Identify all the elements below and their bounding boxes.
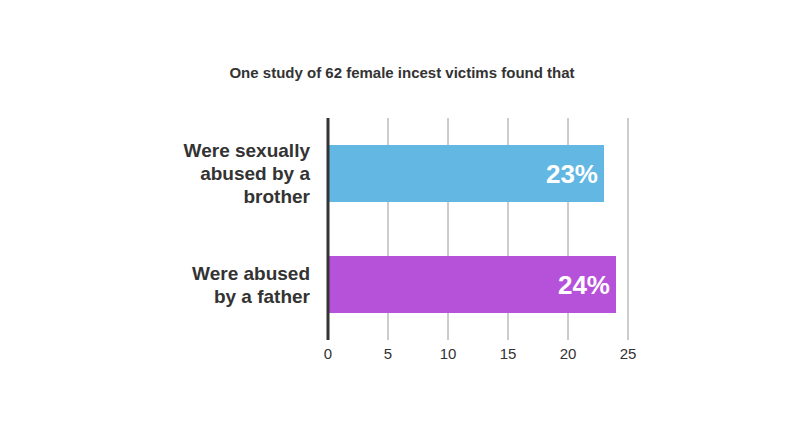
svg-text:5: 5	[384, 345, 392, 362]
svg-text:24%: 24%	[558, 270, 610, 300]
svg-text:10: 10	[440, 345, 457, 362]
svg-text:Were sexuallyabused by abrothe: Were sexuallyabused by abrother	[184, 140, 311, 207]
svg-text:25: 25	[620, 345, 637, 362]
svg-text:15: 15	[500, 345, 517, 362]
html-text:One study of 62 female incest: One study of 62 female incest victims fo…	[229, 64, 575, 81]
svg-text:0: 0	[324, 345, 332, 362]
svg-text:20: 20	[560, 345, 577, 362]
svg-text:23%: 23%	[546, 159, 598, 189]
svg-text:Were abusedby a father: Were abusedby a father	[192, 263, 311, 307]
